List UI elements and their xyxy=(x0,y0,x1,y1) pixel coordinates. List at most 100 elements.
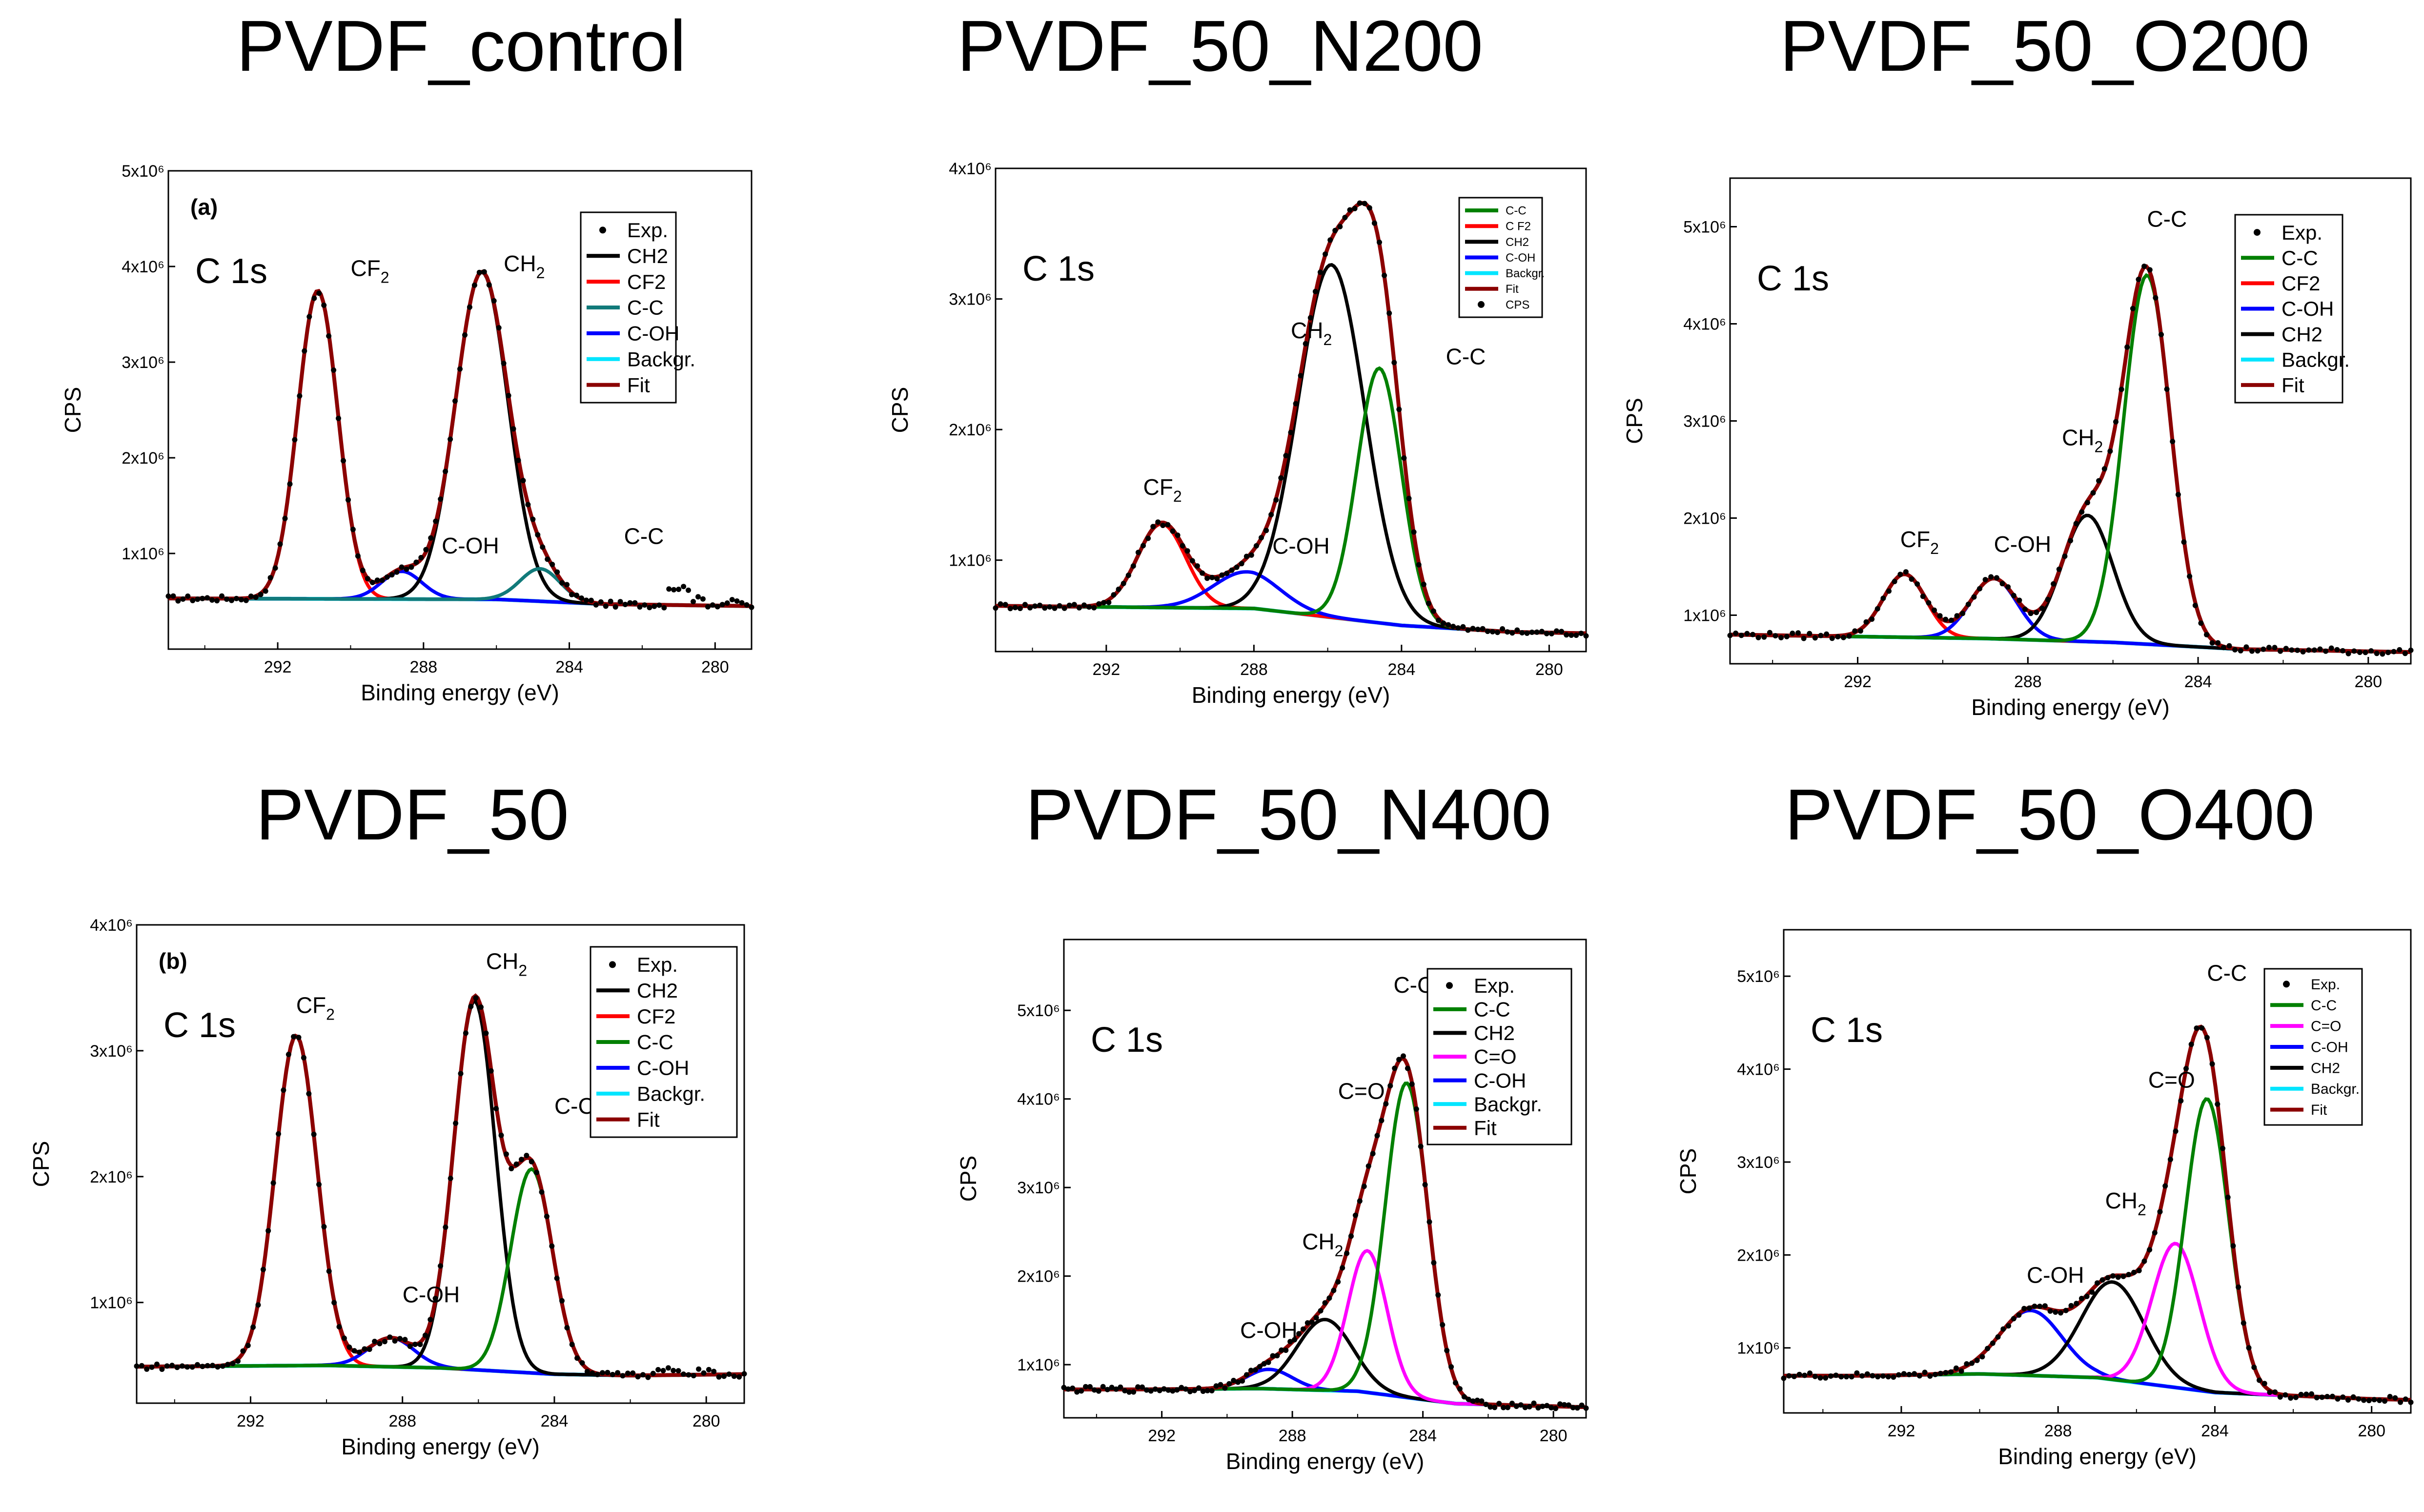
exp-point xyxy=(1505,1405,1510,1410)
exp-point xyxy=(1391,360,1397,366)
exp-point xyxy=(1122,1388,1128,1393)
exp-point xyxy=(1738,633,1744,638)
exp-point xyxy=(1891,1374,1896,1380)
peak-annotation: C-OH xyxy=(1240,1318,1298,1343)
exp-point xyxy=(1087,1384,1093,1389)
legend-item: C-C xyxy=(596,1031,673,1054)
exp-point xyxy=(200,1364,205,1369)
exp-point xyxy=(2385,650,2391,655)
exp-point xyxy=(493,1106,499,1111)
exp-point xyxy=(224,596,229,602)
exp-point xyxy=(665,1365,671,1371)
exp-point xyxy=(1240,1378,1245,1384)
exp-point xyxy=(1500,626,1506,632)
exp-point xyxy=(696,1366,702,1372)
exp-point xyxy=(2374,651,2380,656)
peak-annotation: C-OH xyxy=(1272,533,1330,558)
exp-point xyxy=(1416,562,1422,568)
legend-item: Fit xyxy=(596,1108,660,1131)
y-tick-label: 5x10⁶ xyxy=(1737,967,1780,986)
exp-point xyxy=(2335,1396,2341,1402)
y-tick-label: 3x10⁶ xyxy=(1683,412,1726,431)
exp-point xyxy=(2397,647,2403,653)
exp-point xyxy=(1969,1360,1975,1366)
y-axis-label: CPS xyxy=(28,1141,54,1187)
exp-point xyxy=(1076,605,1082,611)
exp-point xyxy=(2105,1275,2111,1281)
exp-point xyxy=(1999,581,2005,587)
exp-point xyxy=(1279,1347,1284,1353)
exp-point xyxy=(255,1302,261,1308)
exp-point xyxy=(1396,407,1402,412)
y-tick-label: 2x10⁶ xyxy=(122,449,164,468)
exp-point xyxy=(1912,1371,1917,1377)
exp-point xyxy=(184,1364,190,1370)
y-tick-label: 4x10⁶ xyxy=(122,258,164,276)
legend-item: Exp. xyxy=(609,953,678,976)
legend-item: CH2 xyxy=(2270,1060,2340,1076)
exp-point xyxy=(1790,631,1795,636)
exp-point xyxy=(1293,401,1299,407)
legend-item: Fit xyxy=(2241,374,2304,397)
exp-point xyxy=(724,600,730,606)
exp-point xyxy=(438,1263,443,1269)
x-tick-label: 284 xyxy=(1388,660,1416,679)
legend-item: Exp. xyxy=(2283,977,2340,993)
exp-point xyxy=(1141,543,1146,549)
exp-point xyxy=(1841,634,1846,640)
exp-point xyxy=(1431,1260,1437,1266)
exp-point xyxy=(2209,640,2215,646)
exp-point xyxy=(2277,1394,2283,1400)
exp-point xyxy=(1786,1373,1792,1379)
exp-point xyxy=(2141,1258,2147,1264)
exp-point xyxy=(291,1034,297,1040)
exp-point xyxy=(583,597,589,603)
exp-point xyxy=(1823,1375,1829,1381)
exp-point xyxy=(1495,630,1500,635)
exp-point xyxy=(1863,619,1869,625)
x-tick-label: 292 xyxy=(237,1412,265,1430)
exp-point xyxy=(1974,1357,1980,1363)
exp-point xyxy=(270,1180,276,1186)
exp-point xyxy=(741,1371,747,1377)
exp-point xyxy=(1422,1182,1428,1187)
legend-marker xyxy=(2283,981,2290,988)
legend-label: C-OH xyxy=(1506,251,1535,265)
legend-item: Exp. xyxy=(1446,974,1515,997)
annotation-subscript: 2 xyxy=(2138,1201,2146,1219)
exp-point xyxy=(640,1372,646,1378)
exp-point xyxy=(2246,1345,2252,1351)
exp-point xyxy=(1052,605,1058,611)
y-tick-label: 2x10⁶ xyxy=(1737,1246,1780,1265)
exp-point xyxy=(189,1364,195,1370)
exp-point xyxy=(1170,528,1176,534)
exp-point xyxy=(564,1325,570,1330)
exp-point xyxy=(2005,584,2011,590)
exp-point xyxy=(736,1374,742,1380)
exp-point xyxy=(630,1370,636,1376)
exp-point xyxy=(267,575,273,581)
annotation-subscript: 2 xyxy=(536,264,545,282)
legend-label: Exp. xyxy=(1474,974,1515,997)
exp-point xyxy=(1323,251,1328,257)
exp-point xyxy=(1579,1402,1585,1408)
exp-point xyxy=(1401,1053,1406,1059)
panel-title: PVDF_50_O200 xyxy=(1780,6,2310,86)
exp-point xyxy=(2047,1308,2053,1314)
exp-point xyxy=(2101,466,2107,472)
peak-annotation: C-OH xyxy=(442,533,499,558)
exp-point xyxy=(2361,1397,2367,1403)
exp-point xyxy=(1259,535,1264,541)
exp-point xyxy=(372,1339,378,1344)
exp-point xyxy=(331,1300,337,1306)
exp-point xyxy=(554,1275,560,1281)
exp-point xyxy=(2170,439,2176,445)
exp-point xyxy=(1480,626,1486,632)
exp-point xyxy=(1505,629,1510,635)
exp-point xyxy=(2236,1284,2241,1290)
exp-point xyxy=(710,602,715,608)
exp-point xyxy=(1440,1322,1446,1328)
exp-point xyxy=(1483,1402,1489,1407)
